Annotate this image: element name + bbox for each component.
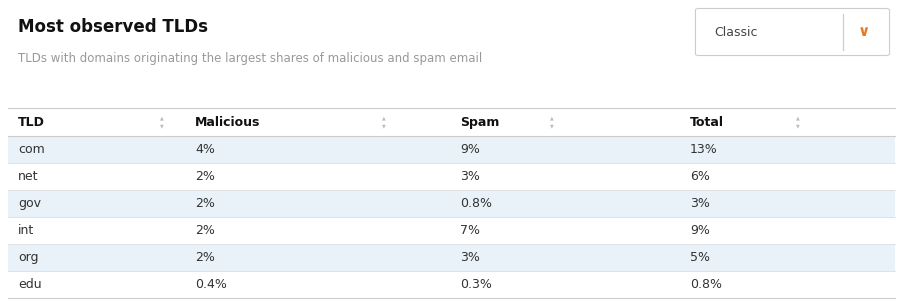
Text: int: int [18, 224, 34, 237]
Text: 2%: 2% [195, 197, 215, 210]
Text: Most observed TLDs: Most observed TLDs [18, 18, 208, 36]
Text: ▼: ▼ [796, 124, 799, 128]
Text: ▲: ▲ [160, 115, 163, 120]
Bar [8, 217, 894, 244]
Text: 0.3%: 0.3% [460, 278, 491, 291]
Text: 9%: 9% [689, 224, 709, 237]
Text: 6%: 6% [689, 170, 709, 183]
Text: 5%: 5% [689, 251, 709, 264]
Text: ▼: ▼ [382, 124, 386, 128]
FancyBboxPatch shape [694, 8, 889, 56]
Text: net: net [18, 170, 39, 183]
Text: 0.8%: 0.8% [689, 278, 721, 291]
Bar [8, 136, 894, 163]
Text: ▲: ▲ [382, 115, 386, 120]
Text: TLD: TLD [18, 115, 45, 128]
Text: 3%: 3% [460, 170, 479, 183]
Text: 2%: 2% [195, 170, 215, 183]
Text: 13%: 13% [689, 143, 717, 156]
Text: 3%: 3% [460, 251, 479, 264]
Text: 7%: 7% [460, 224, 479, 237]
Text: Spam: Spam [460, 115, 498, 128]
Text: gov: gov [18, 197, 41, 210]
Text: Classic: Classic [713, 25, 757, 38]
Text: Malicious: Malicious [195, 115, 260, 128]
Text: ▲: ▲ [549, 115, 554, 120]
Text: ▼: ▼ [549, 124, 554, 128]
Bar [8, 190, 894, 217]
Text: 9%: 9% [460, 143, 479, 156]
Text: com: com [18, 143, 45, 156]
Text: Total: Total [689, 115, 723, 128]
Text: 4%: 4% [195, 143, 215, 156]
Text: org: org [18, 251, 39, 264]
Text: ▲: ▲ [796, 115, 799, 120]
Bar [8, 163, 894, 190]
Text: 2%: 2% [195, 224, 215, 237]
Text: 0.4%: 0.4% [195, 278, 227, 291]
Text: 0.8%: 0.8% [460, 197, 491, 210]
Text: 3%: 3% [689, 197, 709, 210]
Text: 2%: 2% [195, 251, 215, 264]
Bar [8, 108, 894, 136]
Text: TLDs with domains originating the largest shares of malicious and spam email: TLDs with domains originating the larges… [18, 52, 481, 65]
Text: ▼: ▼ [160, 124, 163, 128]
Bar [8, 271, 894, 298]
Bar [8, 244, 894, 271]
Text: edu: edu [18, 278, 42, 291]
Text: ∨: ∨ [857, 24, 870, 40]
